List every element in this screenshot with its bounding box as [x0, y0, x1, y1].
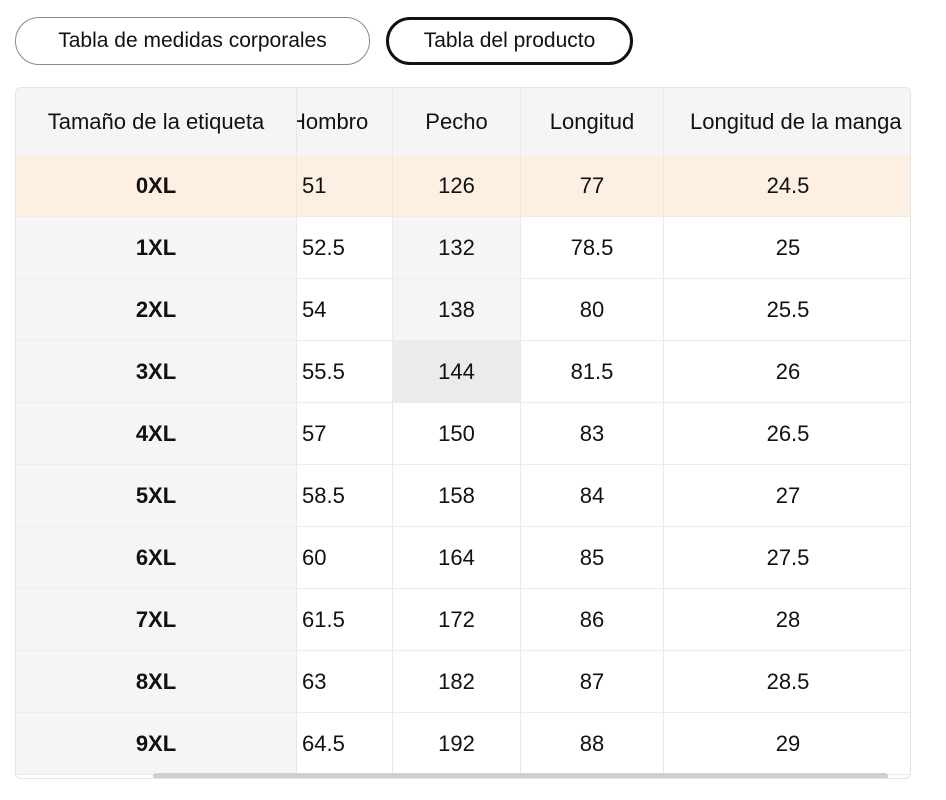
cell-length: 84	[521, 465, 664, 526]
cell-size-label: 5XL	[16, 465, 296, 526]
cell-size-label: 2XL	[16, 279, 296, 340]
cell-size-label: 3XL	[16, 341, 296, 402]
table-row: 55.5 144 81.5 26 3XL	[16, 341, 910, 403]
cell-shoulder: 52.5	[296, 217, 393, 278]
table-row: 51 126 77 24.5 0XL	[16, 155, 910, 217]
cell-length: 78.5	[521, 217, 664, 278]
cell-length: 88	[521, 713, 664, 774]
cell-shoulder: 61.5	[296, 589, 393, 650]
cell-length: 86	[521, 589, 664, 650]
cell-sleeve-length: 27.5	[766, 544, 810, 570]
cell-length: 87	[521, 651, 664, 712]
table-row: 52.5 132 78.5 25 1XL	[16, 217, 910, 279]
cell-shoulder: 51	[296, 155, 393, 216]
table-row: 63 182 87 28.5 8XL	[16, 651, 910, 713]
cell-sleeve-length: 28.5	[766, 668, 810, 694]
cell-chest: 132	[393, 217, 521, 278]
cell-sleeve-length: 24.5	[766, 172, 810, 198]
cell-length: 80	[521, 279, 664, 340]
cell-shoulder: 55.5	[296, 341, 393, 402]
cell-chest: 144	[393, 341, 521, 402]
table-row: 61.5 172 86 28 7XL	[16, 589, 910, 651]
cell-size-label: 6XL	[16, 527, 296, 588]
cell-sleeve-length: 25	[775, 234, 801, 260]
cell-shoulder: 63	[296, 651, 393, 712]
cell-sleeve-length: 26.5	[766, 420, 810, 446]
cell-chest: 182	[393, 651, 521, 712]
table-row: 64.5 192 88 29 9XL	[16, 713, 910, 775]
cell-sleeve-length: 27	[775, 482, 801, 508]
cell-chest: 192	[393, 713, 521, 774]
cell-sleeve-length: 25.5	[766, 296, 810, 322]
cell-size-label: 9XL	[16, 713, 296, 774]
cell-length: 83	[521, 403, 664, 464]
cell-chest: 138	[393, 279, 521, 340]
tab-body-measurements[interactable]: Tabla de medidas corporales	[15, 17, 370, 65]
cell-size-label: 0XL	[16, 155, 296, 216]
cell-chest: 172	[393, 589, 521, 650]
cell-chest: 158	[393, 465, 521, 526]
table-row: 54 138 80 25.5 2XL	[16, 279, 910, 341]
cell-size-label: 1XL	[16, 217, 296, 278]
cell-chest: 150	[393, 403, 521, 464]
cell-shoulder: 58.5	[296, 465, 393, 526]
cell-size-label: 7XL	[16, 589, 296, 650]
tab-product-measurements[interactable]: Tabla del producto	[386, 17, 633, 65]
cell-shoulder: 64.5	[296, 713, 393, 774]
cell-size-label: 4XL	[16, 403, 296, 464]
cell-length: 81.5	[521, 341, 664, 402]
table-row: 60 164 85 27.5 6XL	[16, 527, 910, 589]
cell-chest: 126	[393, 155, 521, 216]
cell-sleeve-length: 29	[775, 730, 801, 756]
cell-shoulder: 60	[296, 527, 393, 588]
cell-size-label: 8XL	[16, 651, 296, 712]
header-chest: Pecho	[393, 88, 521, 155]
horizontal-scrollbar[interactable]	[153, 773, 888, 778]
header-size-label: Tamaño de la etiqueta	[16, 88, 296, 155]
cell-length: 77	[521, 155, 664, 216]
cell-chest: 164	[393, 527, 521, 588]
header-shoulder: Hombro	[296, 88, 393, 155]
table-row: 58.5 158 84 27 5XL	[16, 465, 910, 527]
header-sleeve-length: Longitud de la manga	[690, 108, 902, 134]
size-table[interactable]: Hombro Pecho Longitud Longitud de la man…	[15, 87, 911, 779]
table-header-row: Hombro Pecho Longitud Longitud de la man…	[16, 88, 910, 155]
cell-sleeve-length: 28	[775, 606, 801, 632]
cell-shoulder: 57	[296, 403, 393, 464]
cell-sleeve-length: 26	[775, 358, 801, 384]
cell-shoulder: 54	[296, 279, 393, 340]
cell-length: 85	[521, 527, 664, 588]
table-row: 57 150 83 26.5 4XL	[16, 403, 910, 465]
header-length: Longitud	[521, 88, 664, 155]
